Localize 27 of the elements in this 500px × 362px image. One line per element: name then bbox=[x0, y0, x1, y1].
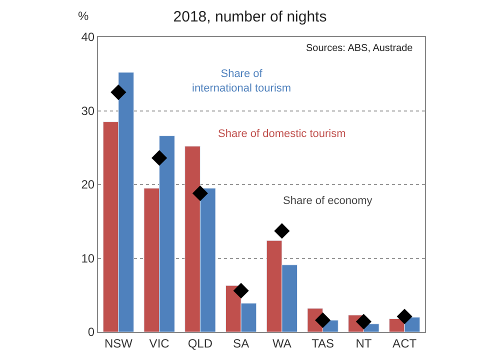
y-tick-label: 20 bbox=[81, 178, 95, 192]
x-tick-label: ACT bbox=[392, 336, 418, 350]
point bbox=[233, 282, 249, 298]
x-tick-label: TAS bbox=[312, 336, 334, 350]
y-tick-label: 0 bbox=[88, 325, 95, 340]
x-tick-label: SA bbox=[233, 336, 250, 350]
y-tick-label: 10 bbox=[81, 251, 95, 266]
y-tick-label: 40 bbox=[81, 30, 95, 44]
series-label: Share of domestic tourism bbox=[218, 128, 346, 140]
point bbox=[396, 308, 412, 324]
point bbox=[356, 314, 372, 330]
x-tick-label: WA bbox=[272, 336, 292, 350]
chart-title: 2018, number of nights bbox=[173, 8, 327, 26]
text: Share of international tourism bbox=[192, 68, 292, 94]
y-axis-title: % bbox=[78, 9, 89, 23]
annotation: Sources: ABS, Austrade bbox=[306, 43, 414, 54]
x-tick-label: NSW bbox=[104, 336, 134, 350]
point bbox=[110, 84, 126, 100]
x-tick-label: NT bbox=[356, 336, 372, 350]
point bbox=[274, 223, 290, 239]
series-label: Share of economy bbox=[283, 195, 373, 207]
y-tick-label: 30 bbox=[81, 104, 95, 118]
point bbox=[315, 312, 331, 328]
x-tick-label: VIC bbox=[149, 336, 170, 350]
x-tick-label: QLD bbox=[188, 336, 213, 350]
point bbox=[192, 186, 208, 202]
point bbox=[152, 150, 168, 166]
